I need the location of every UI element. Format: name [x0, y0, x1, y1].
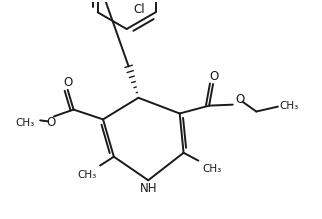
Text: O: O — [46, 116, 56, 129]
Text: CH₃: CH₃ — [16, 118, 35, 128]
Text: O: O — [235, 93, 244, 106]
Text: Cl: Cl — [133, 3, 145, 16]
Text: O: O — [209, 70, 219, 83]
Text: NH: NH — [139, 182, 157, 195]
Text: CH₃: CH₃ — [279, 101, 298, 111]
Text: CH₃: CH₃ — [203, 164, 222, 175]
Text: CH₃: CH₃ — [78, 170, 97, 180]
Text: O: O — [63, 76, 72, 88]
